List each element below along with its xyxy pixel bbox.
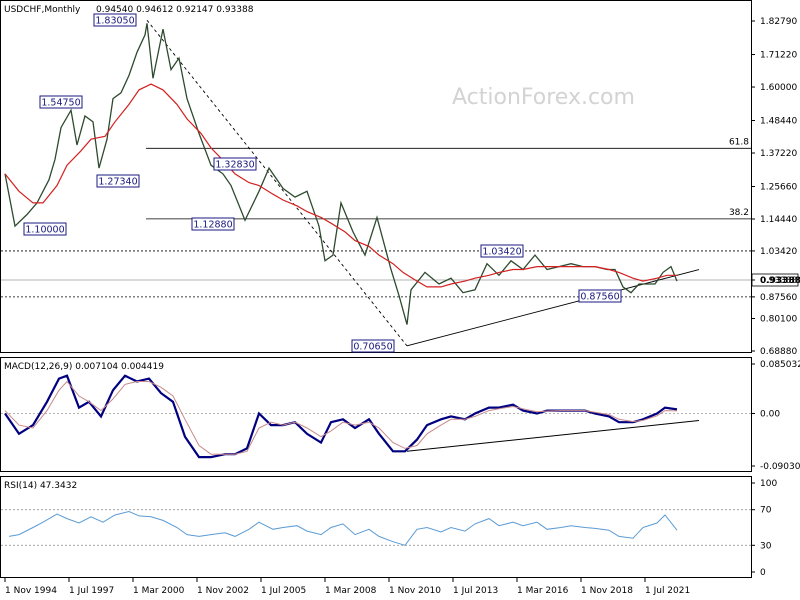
ma-series-line [4,83,677,288]
price-series-line [4,23,678,325]
macd-layer [1,374,751,459]
price-label-box [96,174,140,188]
y-tick-label: 0.93388 [760,276,797,286]
fib-level-label: 61.8 [729,137,749,147]
x-tick-label: 1 Mar 2016 [517,586,569,596]
fib-level-label: 38.2 [729,208,749,218]
x-tick-label: 1 Jul 2005 [261,586,306,596]
y-tick-label: 1.03420 [760,247,797,257]
price-label-text: 1.10000 [25,225,64,236]
price-label-box [351,339,395,353]
watermark: ActionForex.com [452,85,635,110]
main-series [4,23,678,325]
macd-y-tick-label: 0.00 [760,409,780,419]
x-tick-label: 1 Nov 2010 [389,586,441,596]
macd-signal-line [4,380,678,455]
price-label-box [39,95,83,109]
x-tick-label: 1 Jul 2021 [645,586,690,596]
main-decor: 61.8 38.2 [1,19,751,347]
y-tick-label: 1.82790 [760,17,797,27]
macd-title: MACD(12,26,9) 0.007104 0.004419 [4,362,164,372]
macd-trendline [406,419,700,452]
price-label-box [480,244,524,258]
price-label-text: 1.32830 [215,160,254,171]
macd-y-tick-label: -0.090302 [760,462,800,472]
price-label-text: 0.70650 [353,342,392,353]
y-tick-label: 1.14440 [760,215,797,225]
rsi-y-tick-label: 100 [760,479,777,489]
y-tick-label: 0.87560 [760,293,797,303]
main-title: USDCHF,Monthly [4,5,81,15]
rsi-line [8,510,678,546]
ohlc-values: 0.94540 0.94612 0.92147 0.93388 [96,5,254,15]
macd-panel-frame [0,357,752,472]
x-tick-label: 1 Nov 2002 [197,586,249,596]
rsi-y-tick-label: 70 [760,506,772,516]
y-tick-label: 1.71220 [760,51,797,61]
price-label-box [23,222,67,236]
price-label-text: 1.03420 [482,247,521,258]
x-axis-labels: 1 Nov 1994 1 Jul 1997 1 Mar 2000 1 Nov 2002… [4,578,690,596]
price-label-box [213,157,257,171]
rsi-y-tick-label: 0 [760,568,766,578]
y-tick-label: 0.68880 [760,347,797,357]
y-tick-label: 1.25660 [760,183,797,193]
x-tick-label: 1 Nov 2018 [581,586,633,596]
x-tick-label: 1 Mar 2008 [325,586,377,596]
price-label-text: 1.54750 [41,98,80,109]
x-tick-label: 1 Jul 1997 [69,586,114,596]
rsi-y-tick-label: 30 [760,541,772,551]
rsi-layer [1,509,751,546]
x-tick-label: 1 Nov 1994 [5,586,57,596]
price-label-box [578,289,622,303]
price-label-text: 1.83050 [95,16,134,27]
price-label-box [93,13,137,27]
y-tick-label: 1.48440 [760,117,797,127]
rsi-panel-frame [0,476,752,578]
price-label-box [191,217,235,231]
macd-y-tick-label: 0.085032 [760,360,800,370]
price-label-text: 0.87560 [580,292,619,303]
main-annotations: 1.83050 1.54750 1.27340 1.10000 1.32830 1.128… [23,13,622,353]
x-tick-label: 1 Mar 2000 [133,586,185,596]
y-tick-label: 0.80100 [760,314,797,324]
trendline [406,269,700,347]
rsi-title: RSI(14) 47.3432 [4,481,77,491]
price-label-text: 1.27340 [98,177,137,188]
x-tick-label: 1 Jul 2013 [453,586,498,596]
current-price-label: 0.93388 [760,276,800,286]
price-label-text: 1.12880 [193,220,232,231]
y-tick-label: 1.60000 [760,83,797,93]
y-tick-label: 1.37220 [760,149,797,159]
y-axis-labels: 1.82790 1.71220 1.60000 1.48440 1.37220 1.256… [751,17,800,578]
